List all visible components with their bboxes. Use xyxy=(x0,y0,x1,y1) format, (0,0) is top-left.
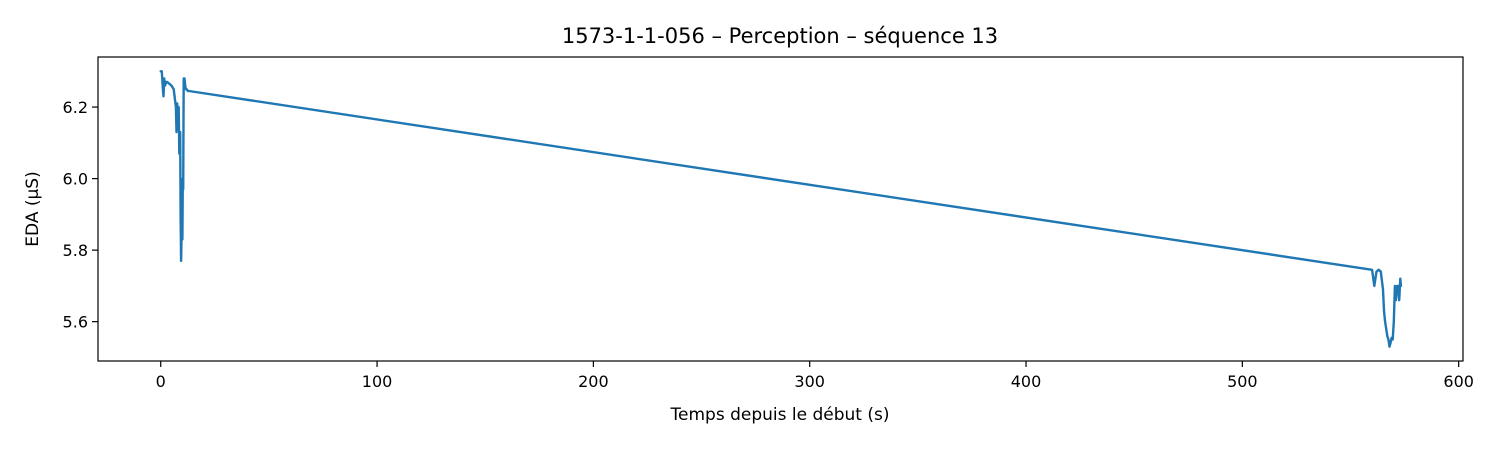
eda-series-line xyxy=(159,70,1403,348)
x-tick-label: 200 xyxy=(578,372,609,391)
x-tick-label: 300 xyxy=(794,372,825,391)
y-tick-label: 6.2 xyxy=(63,98,88,117)
x-tick-label: 100 xyxy=(362,372,393,391)
y-axis-label: EDA (µS) xyxy=(23,171,43,246)
axes-frame xyxy=(97,56,1464,362)
y-tick-label: 6.0 xyxy=(63,170,88,189)
x-tick-label: 0 xyxy=(156,372,166,391)
y-tick-label: 5.6 xyxy=(63,313,88,332)
y-axis: 5.6 5.8 6.0 6.2 xyxy=(63,98,98,332)
x-tick-label: 400 xyxy=(1011,372,1042,391)
chart-title: 1573-1-1-056 – Perception – séquence 13 xyxy=(562,24,998,48)
x-axis-label: Temps depuis le début (s) xyxy=(670,405,890,425)
y-tick-label: 5.8 xyxy=(63,241,88,260)
x-axis: 0 100 200 300 400 500 600 xyxy=(156,361,1474,391)
x-tick-label: 500 xyxy=(1227,372,1258,391)
x-tick-label: 600 xyxy=(1443,372,1474,391)
plot-area xyxy=(159,70,1403,348)
